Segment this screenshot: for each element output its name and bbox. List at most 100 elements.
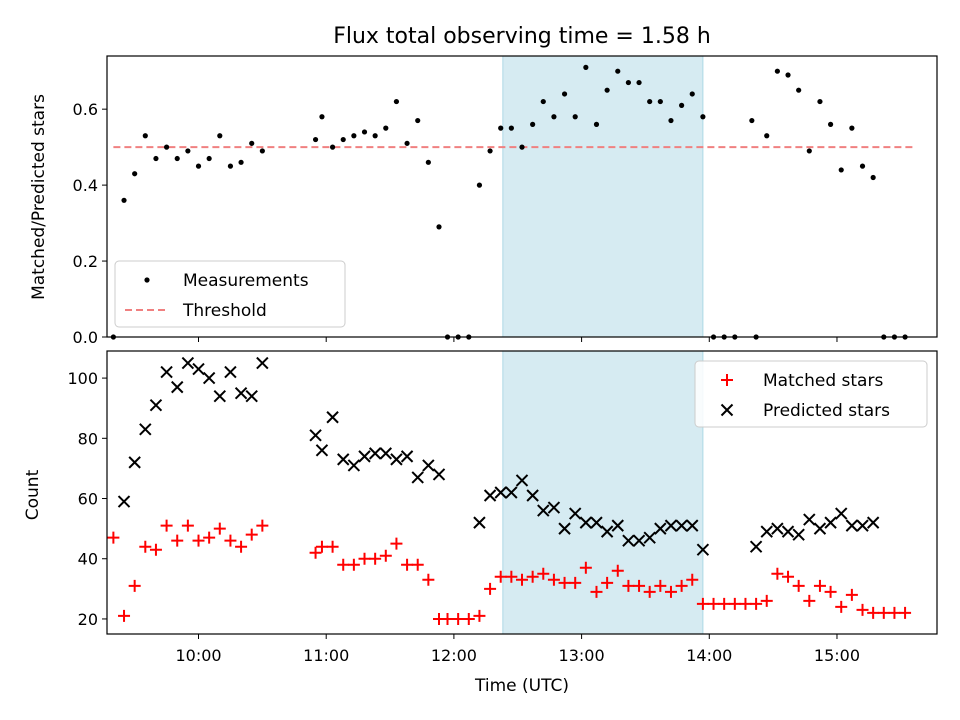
top-dot-point <box>785 72 791 78</box>
bottom-plus-point <box>171 534 184 547</box>
top-dot-point <box>615 68 621 74</box>
bottom-plus-point <box>181 519 194 532</box>
top-dot-point <box>806 148 812 154</box>
bottom-plus-point <box>654 579 667 592</box>
bottom-plus-point <box>128 579 141 592</box>
top-dot-point <box>551 114 557 120</box>
bottom-x-point <box>856 519 869 532</box>
top-panel: 0.0 0.2 0.4 0.6 Measurements Threshold <box>73 55 938 347</box>
bottom-x-point <box>813 522 827 535</box>
bottom-x-point <box>686 519 699 532</box>
bottom-plus-point <box>337 558 350 571</box>
bottom-plus-point <box>462 612 475 625</box>
bottom-x-point <box>128 456 141 469</box>
top-dot-point <box>583 64 589 70</box>
bottom-x-point <box>622 534 635 547</box>
bottom-x-point <box>411 471 424 484</box>
bottom-plus-point <box>505 570 518 583</box>
top-dot-point <box>185 148 191 154</box>
bottom-x-point <box>245 389 258 403</box>
bottom-plus-point <box>771 567 784 580</box>
bottom-x-point <box>664 519 678 532</box>
top-dot-point <box>774 68 780 74</box>
top-dot-point <box>749 117 755 124</box>
top-dot-point <box>647 98 653 105</box>
bottom-plus-point <box>760 594 773 607</box>
bottom-plus-point <box>835 600 848 613</box>
bottom-x-point <box>202 371 216 385</box>
bottom-plus-point <box>856 603 869 616</box>
top-dot-point <box>870 174 876 181</box>
top-dot-point <box>227 163 234 169</box>
bottom-x-point <box>256 356 269 370</box>
bottom-plus-point <box>601 576 614 589</box>
bottom-plus-point <box>358 552 371 565</box>
bottom-plus-point <box>718 597 731 610</box>
top-dot-point <box>259 148 265 154</box>
x-axis-label: Time (UTC) <box>474 676 569 696</box>
top-dot-point <box>530 121 536 127</box>
top-dot-point <box>838 167 844 173</box>
top-dot-point <box>436 224 442 230</box>
bottom-y-tick-label: 20 <box>78 610 98 629</box>
top-dot-point <box>312 136 319 143</box>
bottom-plus-point <box>245 528 258 541</box>
bottom-plus-point <box>379 549 392 562</box>
bottom-plus-point <box>224 534 237 547</box>
bottom-x-tick-label: 15:00 <box>814 646 860 665</box>
bottom-x-point <box>696 543 710 556</box>
top-legend-label: Threshold <box>182 301 267 321</box>
top-dot-point <box>540 98 546 105</box>
top-dot-point <box>657 98 663 105</box>
bottom-plus-point <box>369 552 382 565</box>
bottom-x-point <box>600 525 614 538</box>
bottom-plus-point <box>526 570 539 583</box>
bottom-plus-point <box>558 576 571 589</box>
bottom-x-point <box>483 489 497 502</box>
bottom-x-point <box>654 522 667 535</box>
top-dot-point <box>425 159 431 165</box>
bottom-plus-point <box>739 597 752 610</box>
bottom-x-point <box>558 522 571 535</box>
bottom-x-point <box>515 474 529 487</box>
bottom-plus-point <box>813 579 826 592</box>
top-dot-point <box>249 140 255 146</box>
bottom-x-point <box>234 386 248 400</box>
bottom-series-x <box>117 356 880 556</box>
bottom-legend-label: Matched stars <box>763 371 883 391</box>
bottom-plus-point <box>315 540 328 553</box>
bottom-plus-point <box>867 606 880 619</box>
top-dot-point <box>476 182 483 188</box>
bottom-x-point <box>117 495 131 508</box>
top-dot-point <box>689 91 695 97</box>
top-dot-point <box>206 155 212 162</box>
top-y-tick-label: 0.2 <box>73 252 98 271</box>
bottom-x-point <box>160 365 173 379</box>
top-dot-point <box>679 102 685 108</box>
bottom-x-point <box>171 380 184 394</box>
top-dot-point <box>849 125 855 131</box>
bottom-plus-point <box>494 570 507 583</box>
bottom-x-point <box>771 522 784 535</box>
bottom-plus-point <box>149 543 162 556</box>
bottom-legend-marker <box>721 374 733 386</box>
bottom-plus-point <box>707 597 720 610</box>
bottom-plus-point <box>160 519 173 532</box>
bottom-plus-point <box>326 540 339 553</box>
bottom-x-point <box>494 486 507 499</box>
top-dot-point <box>636 79 642 86</box>
top-dot-point <box>195 163 202 169</box>
bottom-legend-marker <box>720 403 734 417</box>
bottom-x-point <box>422 459 435 472</box>
bottom-x-point <box>760 525 773 538</box>
top-dot-point <box>700 114 706 120</box>
bottom-x-point <box>337 453 350 466</box>
bottom-x-point <box>835 507 848 520</box>
bottom-plus-point <box>792 579 805 592</box>
top-dot-point <box>121 197 127 203</box>
bottom-x-point <box>845 519 859 532</box>
top-highlight-span <box>502 55 704 338</box>
top-dot-point <box>817 98 823 105</box>
bottom-x-tick-label: 11:00 <box>303 646 349 665</box>
